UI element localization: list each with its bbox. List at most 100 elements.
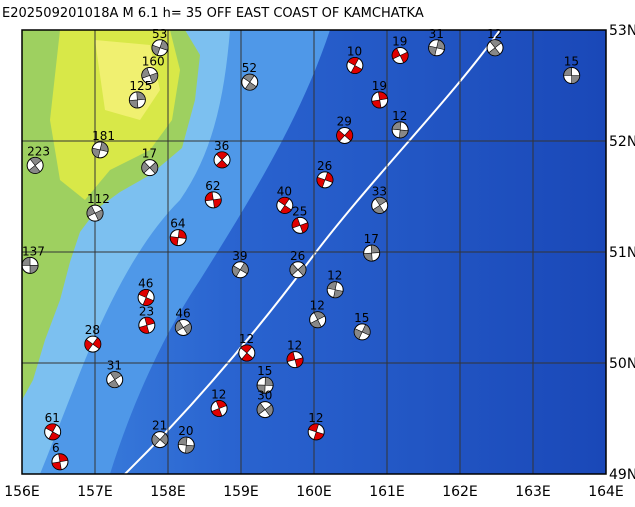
beachball-quadrant bbox=[240, 344, 254, 362]
beachball: 20 bbox=[177, 424, 195, 454]
depth-label: 125 bbox=[129, 79, 152, 93]
depth-label: 10 bbox=[347, 45, 362, 59]
beachball-quadrant bbox=[256, 402, 274, 417]
beachball-quadrant bbox=[291, 217, 309, 234]
beachball: 36 bbox=[213, 139, 231, 169]
beachball: 29 bbox=[336, 114, 354, 144]
beachball: 15 bbox=[353, 311, 371, 341]
beachball-quadrant bbox=[91, 141, 109, 159]
x-tick-label: 161E bbox=[369, 484, 405, 500]
depth-label: 12 bbox=[308, 411, 323, 425]
beachball-quadrant bbox=[371, 91, 388, 109]
depth-label: 15 bbox=[354, 311, 369, 325]
depth-label: 12 bbox=[287, 339, 302, 353]
beachball-quadrant bbox=[84, 337, 102, 352]
beachball: 31 bbox=[106, 359, 124, 389]
beachball-quadrant bbox=[347, 57, 363, 74]
x-tick-label: 163E bbox=[515, 484, 551, 500]
beachball-quadrant bbox=[308, 423, 325, 441]
depth-label: 181 bbox=[92, 129, 115, 143]
depth-label: 64 bbox=[170, 217, 185, 231]
beachball-quadrant bbox=[151, 433, 169, 446]
depth-label: 36 bbox=[214, 139, 229, 153]
beachball: 12 bbox=[307, 411, 325, 441]
depth-label: 19 bbox=[372, 79, 387, 93]
depth-label: 17 bbox=[142, 147, 157, 161]
beachball-quadrant bbox=[391, 121, 409, 139]
depth-label: 6 bbox=[52, 441, 60, 455]
x-tick-label: 158E bbox=[150, 484, 186, 500]
beachball: 17 bbox=[363, 232, 381, 262]
depth-label: 17 bbox=[364, 232, 379, 246]
beachball-quadrant bbox=[215, 151, 229, 169]
beachball-quadrant bbox=[51, 453, 69, 471]
beachball: 10 bbox=[346, 45, 364, 75]
beachball: 52 bbox=[241, 61, 259, 91]
beachball-quadrant bbox=[336, 129, 353, 142]
x-tick-label: 164E bbox=[588, 484, 624, 500]
beachball: 15 bbox=[563, 55, 581, 85]
x-tick-label: 162E bbox=[442, 484, 478, 500]
beachball: 17 bbox=[141, 147, 159, 177]
beachball: 223 bbox=[26, 144, 50, 174]
beachball: 64 bbox=[169, 217, 187, 247]
depth-label: 31 bbox=[107, 359, 122, 373]
frame bbox=[21, 29, 607, 475]
depth-label: 12 bbox=[327, 269, 342, 283]
beachball: 46 bbox=[174, 306, 192, 336]
beachball-quadrant bbox=[141, 161, 159, 174]
x-tick-label: 157E bbox=[77, 484, 113, 500]
depth-label: 46 bbox=[175, 306, 190, 320]
depth-label: 12 bbox=[211, 388, 226, 402]
beachball: 61 bbox=[44, 411, 62, 441]
beachball: 23 bbox=[138, 304, 156, 334]
depth-label: 30 bbox=[257, 389, 272, 403]
beachball-quadrant bbox=[211, 400, 227, 417]
beachball: 160 bbox=[141, 55, 165, 85]
depth-label: 15 bbox=[257, 364, 272, 378]
beachball: 46 bbox=[137, 277, 155, 307]
depth-label: 52 bbox=[242, 61, 257, 75]
y-tick-label: 52N bbox=[609, 134, 635, 150]
beachball: 12 bbox=[326, 269, 344, 299]
beachball: 21 bbox=[151, 419, 169, 449]
beachball: 62 bbox=[204, 179, 222, 209]
beachball-quadrant bbox=[256, 376, 274, 394]
beachball-quadrant bbox=[138, 289, 154, 306]
depth-label: 53 bbox=[152, 27, 167, 41]
trench-line bbox=[124, 30, 501, 474]
y-tick-label: 49N bbox=[609, 467, 635, 483]
y-tick-label: 50N bbox=[609, 356, 635, 372]
beachball: 53 bbox=[151, 27, 169, 57]
beachball-quadrant bbox=[169, 229, 187, 246]
depth-label: 23 bbox=[139, 304, 154, 318]
beachball-quadrant bbox=[45, 423, 61, 441]
beachball-quadrant bbox=[286, 351, 304, 368]
beachball: 33 bbox=[371, 184, 389, 214]
beachball: 12 bbox=[238, 332, 256, 362]
beachball: 40 bbox=[276, 184, 294, 214]
depth-label: 33 bbox=[372, 184, 387, 198]
beachball-quadrant bbox=[231, 262, 249, 278]
beachball-quadrant bbox=[242, 73, 257, 91]
depth-label: 26 bbox=[290, 249, 305, 263]
beachball-quadrant bbox=[372, 197, 387, 214]
beachball-quadrant bbox=[177, 436, 195, 454]
depth-label: 112 bbox=[87, 192, 110, 206]
depth-label: 62 bbox=[205, 179, 220, 193]
beachball-quadrant bbox=[86, 205, 104, 221]
beachball-quadrant bbox=[277, 197, 292, 214]
depth-label: 31 bbox=[429, 27, 444, 41]
y-tick-label: 51N bbox=[609, 245, 635, 261]
y-tick-label: 53N bbox=[609, 23, 635, 39]
beachball: 25 bbox=[291, 204, 309, 234]
beachball: 181 bbox=[91, 129, 115, 159]
depth-label: 39 bbox=[232, 249, 247, 263]
depth-label: 137 bbox=[22, 244, 45, 258]
beachball: 12 bbox=[309, 299, 327, 329]
beachball: 12 bbox=[210, 388, 228, 418]
depth-label: 223 bbox=[27, 144, 50, 158]
depth-label: 29 bbox=[337, 114, 352, 128]
